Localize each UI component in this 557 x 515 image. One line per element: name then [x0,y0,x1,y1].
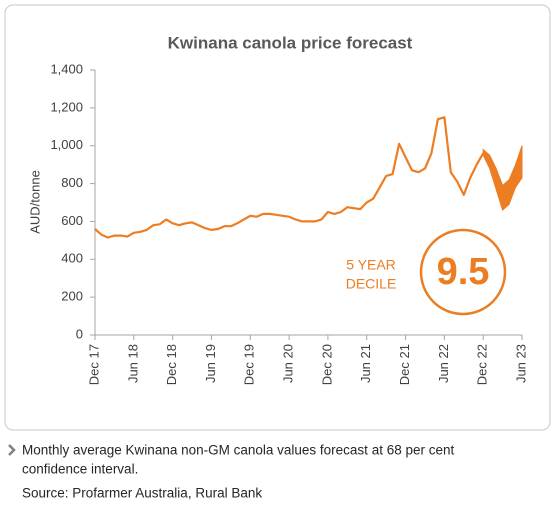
y-tick-label: 600 [61,213,83,228]
caption-chevron [8,444,16,456]
y-tick-label: 1,400 [50,61,83,76]
y-axis-label: AUD/tonne [27,170,42,234]
y-tick-label: 1,000 [50,137,83,152]
forecast-band [482,145,523,211]
x-tick-label: Dec 18 [164,344,179,385]
source: Source: Profarmer Australia, Rural Bank [22,486,262,501]
x-tick-label: Dec 19 [242,344,257,385]
y-tick-label: 0 [76,326,83,341]
y-tick-label: 1,200 [50,99,83,114]
annotation-circle [419,228,507,316]
x-tick-label: Jun 22 [436,344,451,383]
annotation-text: DECILE [346,276,397,292]
chart-title: Kwinana canola price forecast [168,33,413,52]
x-tick-label: Dec 21 [397,344,412,385]
annotation-text: 5 YEAR [346,257,396,273]
x-tick-label: Jun 18 [125,344,140,383]
annotation-value: 9.5 [437,251,490,293]
caption: confidence interval. [22,462,138,477]
x-tick-label: Dec 20 [319,344,334,385]
x-tick-label: Jun 20 [281,344,296,383]
caption: Monthly average Kwinana non-GM canola va… [22,443,454,458]
x-tick-label: Dec 22 [475,344,490,385]
x-tick-label: Jun 21 [358,344,373,383]
y-tick-label: 400 [61,251,83,266]
y-tick-label: 800 [61,175,83,190]
price-line [94,116,485,239]
x-tick-label: Dec 17 [86,344,101,385]
x-tick-label: Jun 19 [203,344,218,383]
y-tick-label: 200 [61,289,83,304]
x-tick-label: Jun 23 [513,344,528,383]
chart-frame [4,4,551,431]
